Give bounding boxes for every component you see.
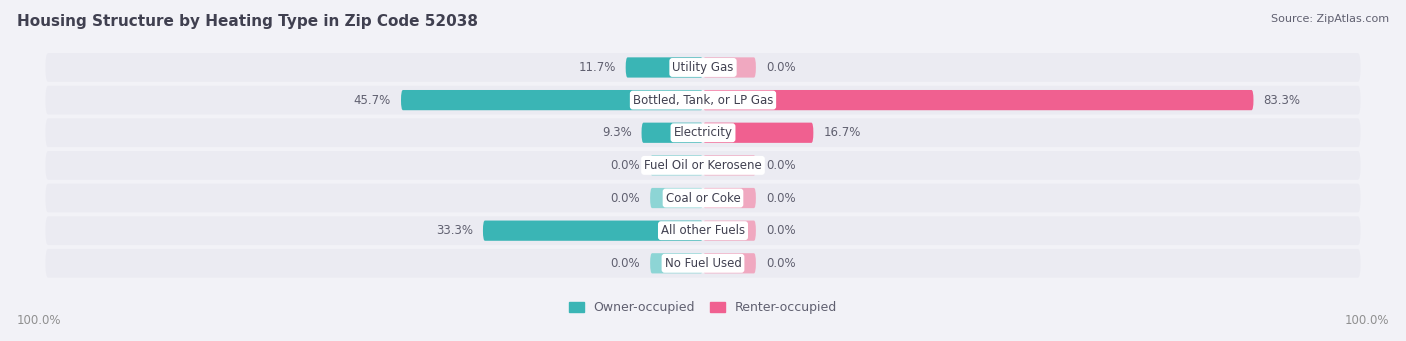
Text: No Fuel Used: No Fuel Used <box>665 257 741 270</box>
FancyBboxPatch shape <box>703 155 756 176</box>
Text: Coal or Coke: Coal or Coke <box>665 192 741 205</box>
FancyBboxPatch shape <box>45 118 1361 147</box>
FancyBboxPatch shape <box>703 57 756 78</box>
FancyBboxPatch shape <box>45 86 1361 115</box>
Text: Source: ZipAtlas.com: Source: ZipAtlas.com <box>1271 14 1389 24</box>
Text: 100.0%: 100.0% <box>17 314 62 327</box>
FancyBboxPatch shape <box>703 90 1254 110</box>
FancyBboxPatch shape <box>45 184 1361 212</box>
Text: 0.0%: 0.0% <box>766 61 796 74</box>
Text: 45.7%: 45.7% <box>354 94 391 107</box>
FancyBboxPatch shape <box>626 57 703 78</box>
FancyBboxPatch shape <box>703 253 756 273</box>
FancyBboxPatch shape <box>650 188 703 208</box>
Text: 0.0%: 0.0% <box>610 192 640 205</box>
Text: Electricity: Electricity <box>673 126 733 139</box>
FancyBboxPatch shape <box>703 123 813 143</box>
FancyBboxPatch shape <box>45 216 1361 245</box>
Text: 11.7%: 11.7% <box>578 61 616 74</box>
FancyBboxPatch shape <box>45 151 1361 180</box>
Text: Utility Gas: Utility Gas <box>672 61 734 74</box>
Text: 16.7%: 16.7% <box>824 126 860 139</box>
FancyBboxPatch shape <box>703 188 756 208</box>
FancyBboxPatch shape <box>482 221 703 241</box>
Text: 0.0%: 0.0% <box>610 257 640 270</box>
Text: Housing Structure by Heating Type in Zip Code 52038: Housing Structure by Heating Type in Zip… <box>17 14 478 29</box>
Text: 0.0%: 0.0% <box>766 192 796 205</box>
Legend: Owner-occupied, Renter-occupied: Owner-occupied, Renter-occupied <box>568 301 838 314</box>
FancyBboxPatch shape <box>401 90 703 110</box>
FancyBboxPatch shape <box>650 253 703 273</box>
Text: 0.0%: 0.0% <box>766 224 796 237</box>
Text: Bottled, Tank, or LP Gas: Bottled, Tank, or LP Gas <box>633 94 773 107</box>
FancyBboxPatch shape <box>45 249 1361 278</box>
FancyBboxPatch shape <box>703 221 756 241</box>
Text: 0.0%: 0.0% <box>766 159 796 172</box>
Text: 0.0%: 0.0% <box>610 159 640 172</box>
Text: 33.3%: 33.3% <box>436 224 472 237</box>
Text: Fuel Oil or Kerosene: Fuel Oil or Kerosene <box>644 159 762 172</box>
Text: 9.3%: 9.3% <box>602 126 631 139</box>
FancyBboxPatch shape <box>650 155 703 176</box>
Text: 0.0%: 0.0% <box>766 257 796 270</box>
FancyBboxPatch shape <box>45 53 1361 82</box>
FancyBboxPatch shape <box>641 123 703 143</box>
Text: 100.0%: 100.0% <box>1344 314 1389 327</box>
Text: All other Fuels: All other Fuels <box>661 224 745 237</box>
Text: 83.3%: 83.3% <box>1264 94 1301 107</box>
